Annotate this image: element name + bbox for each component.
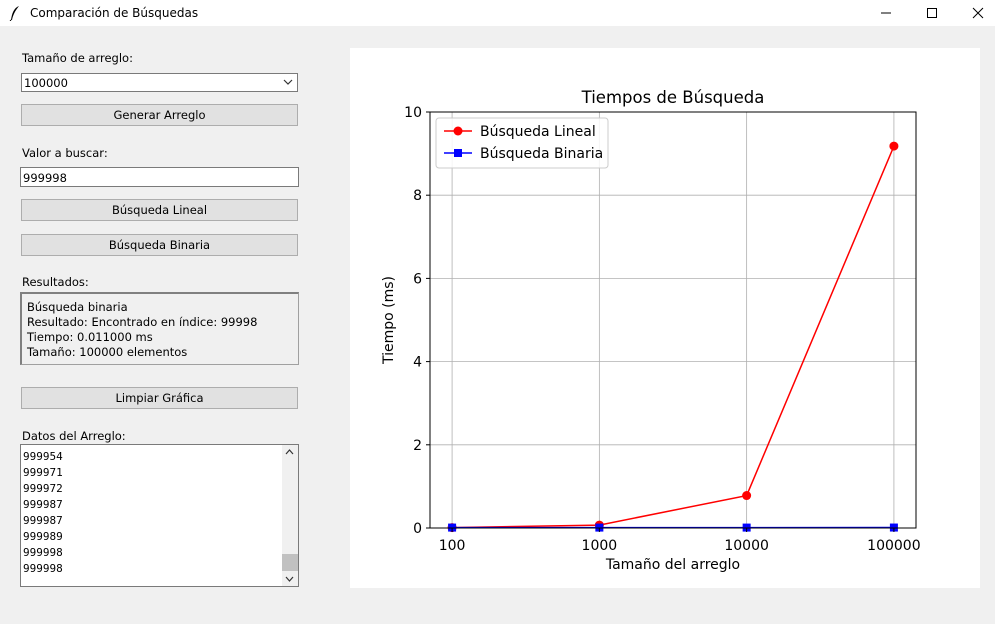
data-point [742,491,752,501]
close-button[interactable] [955,0,995,26]
array-size-label: Tamaño de arreglo: [22,51,133,65]
y-tick-label: 6 [413,271,422,287]
legend-label: Búsqueda Lineal [480,124,596,140]
list-item[interactable]: 999971 [23,466,63,479]
data-point [889,141,899,151]
list-item[interactable]: 999972 [23,482,63,495]
x-tick-label: 1000 [582,538,618,554]
list-item[interactable]: 999987 [23,498,63,511]
y-tick-label: 8 [413,188,422,204]
legend-box [435,117,609,169]
x-tick-label: 10000 [724,538,769,554]
generate-array-button[interactable]: Generar Arreglo [21,104,298,126]
legend-label: Búsqueda Binaria [480,146,603,162]
chart-canvas: 0 2 4 6 8 10 100 1000 10000 100000 Tiempos de Búsq… [350,48,980,588]
results-line: Tiempo: 0.011000 ms [27,330,153,344]
x-tick-label: 100 [439,538,466,554]
feather-icon [9,6,19,21]
search-value-text: 999998 [23,171,67,185]
chevron-down-icon [283,79,293,85]
array-size-select[interactable]: 100000 [21,73,298,92]
search-times-chart: 0 2 4 6 8 10 100 1000 10000 100000 Tiempos de Búsq… [381,88,921,573]
y-tick-label: 10 [404,105,422,121]
y-axis-label: Tiempo (ms) [381,276,397,365]
search-value-label: Valor a buscar: [22,146,108,160]
close-icon [972,7,984,19]
x-tick-label: 100000 [867,538,920,554]
title-bar: Comparación de Búsquedas [0,0,995,26]
results-line: Búsqueda binaria [27,300,128,314]
y-tick-label: 0 [413,521,422,537]
legend-marker [453,126,463,136]
x-axis-label: Tamaño del arreglo [605,557,740,573]
array-data-label: Datos del Arreglo: [22,429,126,443]
results-line: Tamaño: 100000 elementos [27,345,188,359]
results-box: Búsqueda binaria Resultado: Encontrado e… [20,292,299,365]
list-item[interactable]: 999954 [23,450,63,463]
maximize-icon [927,8,937,18]
search-value-input[interactable]: 999998 [20,167,299,187]
list-item[interactable]: 999998 [23,546,63,559]
vertical-scrollbar[interactable] [282,445,298,586]
axes-frame [429,111,917,529]
binary-search-button[interactable]: Búsqueda Binaria [21,234,298,256]
results-line: Resultado: Encontrado en índice: 99998 [27,315,258,329]
scrollbar-thumb[interactable] [282,554,298,571]
list-item[interactable]: 999989 [23,530,63,543]
list-item[interactable]: 999998 [23,562,63,575]
chevron-down-icon[interactable] [285,576,294,582]
results-label: Resultados: [22,275,89,289]
maximize-button[interactable] [909,0,955,26]
array-size-value: 100000 [24,76,68,90]
chevron-up-icon[interactable] [285,449,294,455]
clear-chart-button[interactable]: Limpiar Gráfica [21,387,298,409]
chart-title: Tiempos de Búsqueda [581,88,765,107]
series-line [452,145,895,529]
y-tick-label: 2 [413,438,422,454]
array-data-list[interactable]: 999954 999971 999972 999987 999987 99998… [20,444,299,587]
y-tick-label: 4 [413,355,422,371]
legend-marker [454,149,462,157]
window-title: Comparación de Búsquedas [30,6,199,20]
minimize-icon [881,12,891,14]
list-item[interactable]: 999987 [23,514,63,527]
linear-search-button[interactable]: Búsqueda Lineal [21,199,298,221]
minimize-button[interactable] [863,0,909,26]
